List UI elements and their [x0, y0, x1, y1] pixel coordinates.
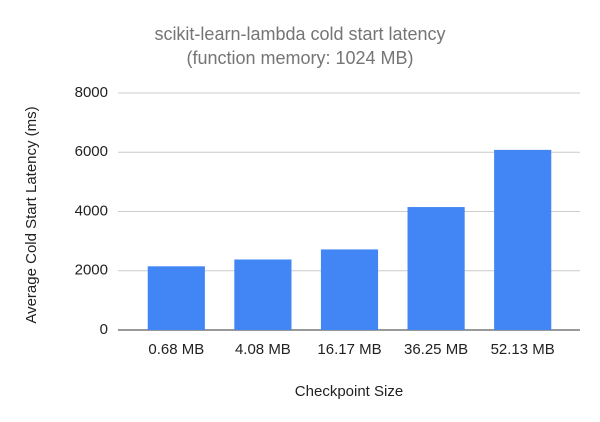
- y-tick-label: 2000: [75, 262, 108, 279]
- y-tick-label: 0: [100, 321, 108, 338]
- y-tick-label: 6000: [75, 143, 108, 160]
- bar: [147, 266, 205, 330]
- y-tick-label: 8000: [75, 84, 108, 101]
- chart-subtitle: (function memory: 1024 MB): [186, 48, 413, 68]
- chart-title: scikit-learn-lambda cold start latency: [154, 24, 445, 44]
- bar: [320, 249, 379, 330]
- x-tick-label: 16.17 MB: [317, 341, 381, 358]
- y-axis-label: Average Cold Start Latency (ms): [23, 106, 40, 323]
- x-tick-label: 0.68 MB: [148, 341, 204, 358]
- x-axis-label: Checkpoint Size: [295, 383, 403, 400]
- x-tick-label: 4.08 MB: [235, 341, 291, 358]
- y-tick-label: 4000: [75, 202, 108, 219]
- bar: [494, 149, 552, 330]
- bar: [407, 207, 465, 330]
- bar: [234, 259, 292, 330]
- x-tick-label: 52.13 MB: [491, 341, 555, 358]
- x-tick-label: 36.25 MB: [404, 341, 468, 358]
